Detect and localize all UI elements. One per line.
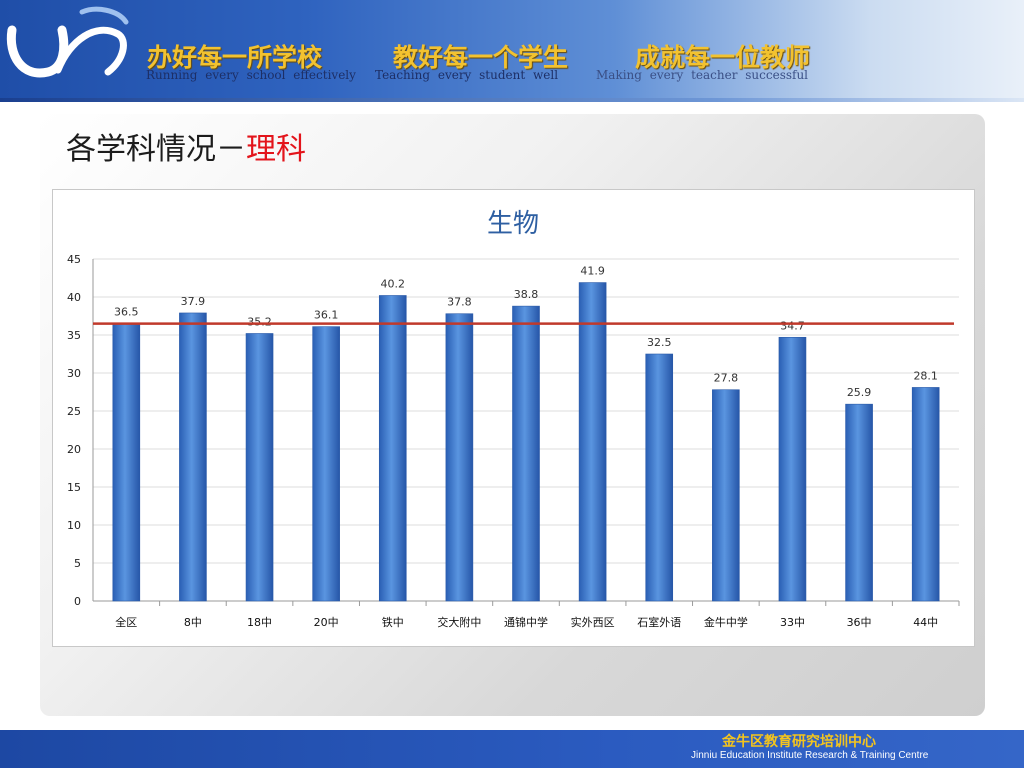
x-category-label-6: 通锦中学 xyxy=(504,615,548,629)
data-label-5: 37.8 xyxy=(447,296,472,309)
data-label-7: 41.9 xyxy=(580,265,605,278)
data-label-3: 36.1 xyxy=(314,309,339,322)
footer-bar xyxy=(0,730,1024,768)
y-tick-label: 0 xyxy=(74,595,81,608)
x-category-label-11: 36中 xyxy=(847,616,872,629)
data-label-10: 34.7 xyxy=(780,319,805,332)
bar-10 xyxy=(778,336,807,602)
y-tick-label: 25 xyxy=(67,405,81,418)
x-category-label-4: 铁中 xyxy=(382,616,404,629)
x-category-label-9: 金牛中学 xyxy=(704,615,748,629)
page-title-prefix: 各学科情况－ xyxy=(66,132,246,167)
data-label-9: 27.8 xyxy=(714,372,739,385)
data-label-6: 38.8 xyxy=(514,288,539,301)
header-stripe xyxy=(0,98,1024,102)
x-category-label-12: 44中 xyxy=(913,616,938,629)
y-tick-label: 5 xyxy=(74,557,81,570)
x-category-label-10: 33中 xyxy=(780,616,805,629)
x-category-label-3: 20中 xyxy=(314,616,339,629)
bar-2 xyxy=(245,333,274,602)
x-category-label-0: 全区 xyxy=(115,615,137,629)
data-label-8: 32.5 xyxy=(647,336,672,349)
chart-title: 生物 xyxy=(487,209,539,239)
y-tick-label: 15 xyxy=(67,481,81,494)
y-tick-label: 20 xyxy=(67,443,81,456)
data-label-11: 25.9 xyxy=(847,386,872,399)
slogan-school-cn: 办好每一所学校 xyxy=(147,43,323,72)
bar-4 xyxy=(378,295,407,602)
x-category-label-1: 8中 xyxy=(184,616,202,629)
bar-6 xyxy=(512,305,540,602)
chart-container: 生物 0 5 10 15 20 25 30 35 40 45 全区 8中 18中 20中 铁中 交大附中 通锦中… xyxy=(52,189,975,647)
data-label-4: 40.2 xyxy=(381,277,406,290)
bar-11 xyxy=(845,403,873,602)
y-tick-label: 30 xyxy=(67,367,81,380)
x-category-label-8: 石室外语 xyxy=(637,615,681,629)
data-label-0: 36.5 xyxy=(114,306,139,319)
logo-icon xyxy=(6,6,129,78)
x-category-label-2: 18中 xyxy=(247,616,272,629)
bar-chart: 生物 0 5 10 15 20 25 30 35 40 45 全区 8中 18中 20中 铁中 交大附中 通锦中… xyxy=(67,209,960,629)
slogan-teacher-en: Making every teacher successful xyxy=(596,68,809,82)
y-tick-label: 40 xyxy=(67,291,81,304)
y-tick-label: 10 xyxy=(67,519,81,532)
bar-0 xyxy=(112,323,141,602)
footer-org-cn: 金牛区教育研究培训中心 xyxy=(722,734,876,750)
data-label-12: 28.1 xyxy=(913,369,938,382)
bar-3 xyxy=(312,326,340,602)
page-title: 各学科情况－理科 xyxy=(66,124,306,168)
bar-1 xyxy=(179,312,207,602)
bar-5 xyxy=(445,313,474,602)
slogan-school-en: Running every school effectively xyxy=(146,68,356,82)
header-banner xyxy=(0,0,1024,98)
y-tick-label: 45 xyxy=(67,253,81,266)
page-title-highlight: 理科 xyxy=(246,132,306,167)
x-category-label-5: 交大附中 xyxy=(437,615,481,629)
bar-12 xyxy=(911,387,940,602)
slogan-student-cn: 教好每一个学生 xyxy=(393,43,569,72)
bar-8 xyxy=(645,353,674,602)
slogan-teacher-cn: 成就每一位教师 xyxy=(635,43,811,72)
bar-9 xyxy=(712,389,740,602)
data-label-1: 37.9 xyxy=(181,295,206,308)
y-tick-label: 35 xyxy=(67,329,81,342)
bar-7 xyxy=(578,282,607,602)
bar-layer xyxy=(112,282,940,602)
footer-org-en: Jinniu Education Institute Research & Tr… xyxy=(691,750,929,761)
axis-layer: 0 5 10 15 20 25 30 35 40 45 全区 8中 18中 20中 铁中 交大附中 通锦中学 实外… xyxy=(67,253,960,629)
x-category-label-7: 实外西区 xyxy=(571,615,615,629)
data-label-2: 35.2 xyxy=(247,315,271,328)
slogan-student-en: Teaching every student well xyxy=(375,68,559,82)
